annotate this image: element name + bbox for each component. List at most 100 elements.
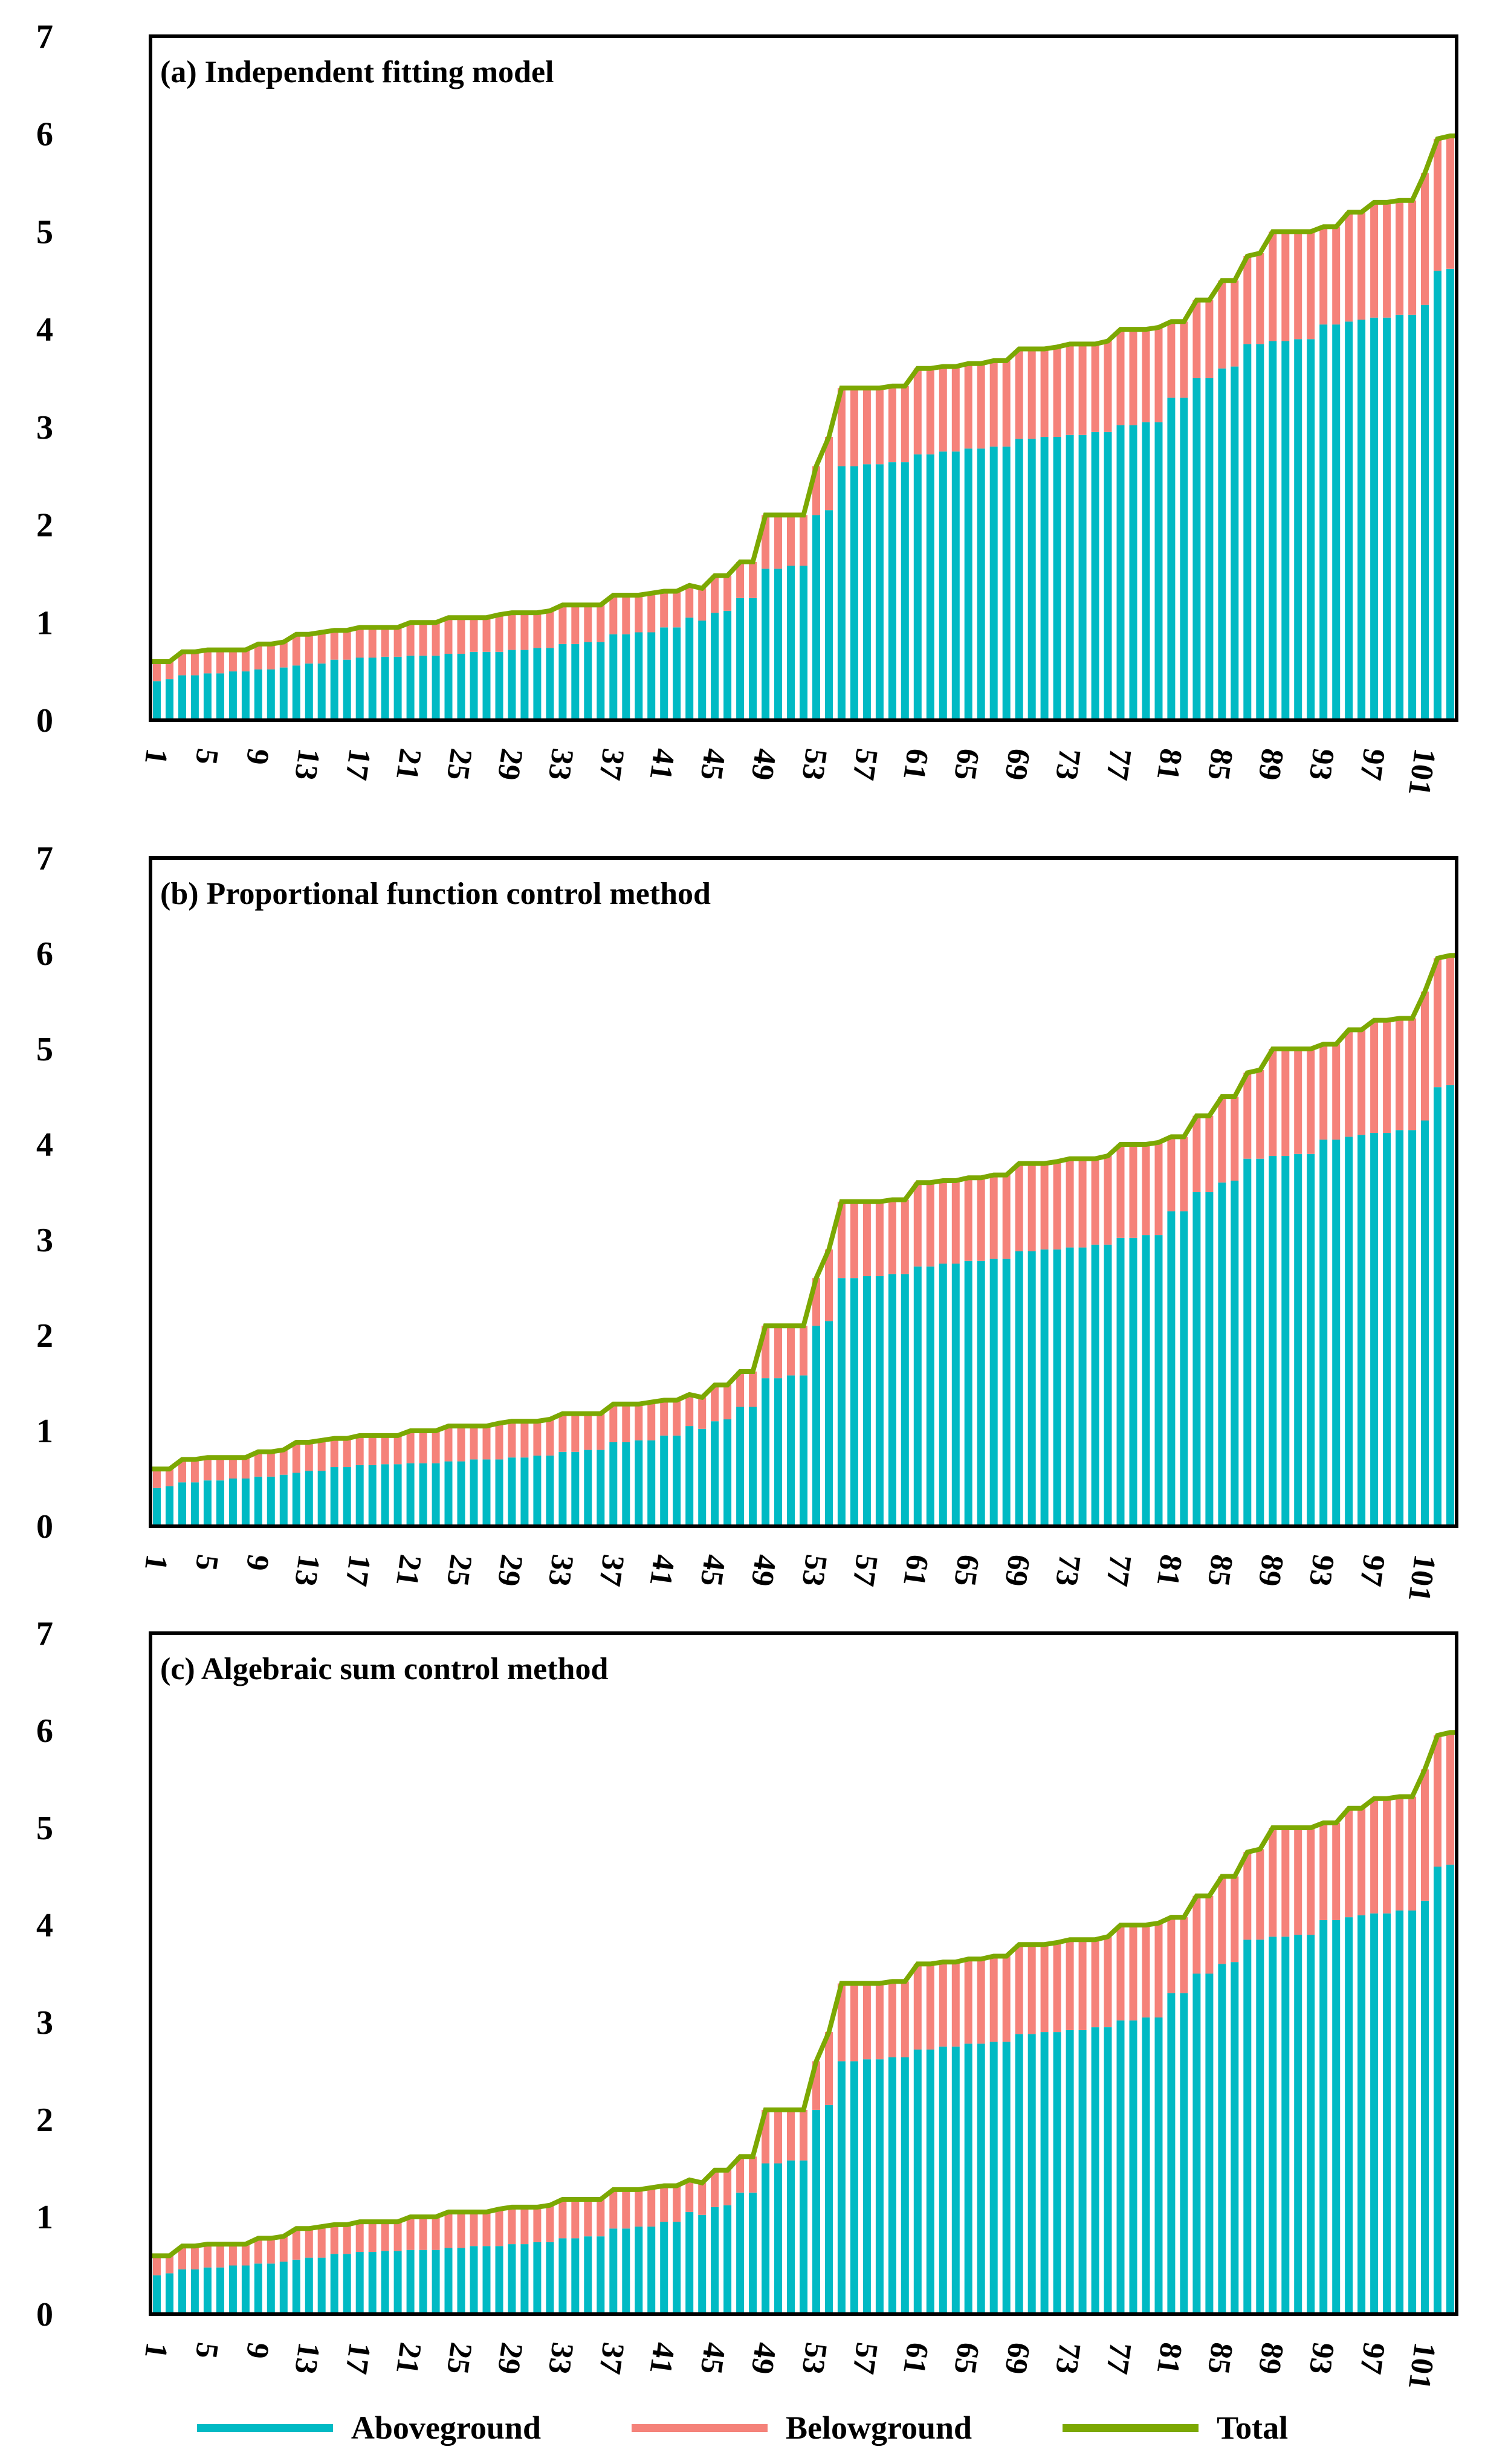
x-tick-label: 33 bbox=[542, 746, 580, 782]
bar-aboveground bbox=[508, 2244, 516, 2314]
bar-aboveground bbox=[228, 2265, 237, 2314]
bar-aboveground bbox=[558, 1451, 567, 1526]
bar-belowground bbox=[698, 2182, 707, 2215]
bar-aboveground bbox=[1332, 1920, 1341, 2314]
legend-label-belowground: Belowground bbox=[785, 2410, 972, 2446]
bar-belowground bbox=[1218, 1876, 1226, 1964]
bar-aboveground bbox=[190, 675, 199, 720]
bar-belowground bbox=[533, 1421, 542, 1456]
bar-aboveground bbox=[355, 1465, 364, 1526]
bar-belowground bbox=[1040, 349, 1049, 437]
bar-aboveground bbox=[482, 1459, 491, 1526]
bar-belowground bbox=[1396, 1018, 1404, 1130]
bar-belowground bbox=[723, 1385, 732, 1420]
bar-belowground bbox=[241, 1457, 250, 1479]
bar-aboveground bbox=[190, 1482, 199, 1526]
bar-aboveground bbox=[951, 451, 960, 720]
y-tick-label: 2 bbox=[36, 1317, 53, 1355]
x-tick-label: 53 bbox=[795, 1552, 833, 1588]
bar-belowground bbox=[317, 632, 326, 664]
bar-belowground bbox=[166, 1469, 173, 1486]
bar-aboveground bbox=[1446, 1085, 1454, 1526]
bar-aboveground bbox=[153, 681, 161, 720]
bar-belowground bbox=[1357, 212, 1366, 320]
bar-belowground bbox=[254, 2238, 262, 2264]
bar-belowground bbox=[457, 2211, 465, 2248]
bar-belowground bbox=[1180, 321, 1188, 398]
bar-aboveground bbox=[1091, 2027, 1099, 2315]
x-tick-label: 101 bbox=[1402, 1552, 1442, 1604]
bar-aboveground bbox=[1180, 1993, 1188, 2314]
plot-frame bbox=[149, 1631, 1458, 2316]
bar-belowground bbox=[254, 1451, 262, 1477]
bar-belowground bbox=[558, 1413, 567, 1452]
bar-aboveground bbox=[1396, 314, 1404, 720]
x-tick-label: 89 bbox=[1252, 2340, 1290, 2376]
bar-belowground bbox=[1205, 300, 1214, 378]
bar-aboveground bbox=[850, 1278, 858, 1526]
legend-item-belowground: Belowground bbox=[631, 2410, 972, 2446]
bar-belowground bbox=[1154, 1142, 1163, 1236]
bar-aboveground bbox=[343, 659, 351, 720]
bar-belowground bbox=[419, 2217, 427, 2250]
bar-belowground bbox=[622, 1404, 630, 1442]
x-tick-label: 73 bbox=[1049, 1552, 1087, 1588]
bar-aboveground bbox=[1192, 1192, 1201, 1526]
x-tick-label: 49 bbox=[744, 746, 783, 782]
bar-aboveground bbox=[279, 2262, 288, 2314]
bar-aboveground bbox=[368, 1465, 377, 1526]
bar-aboveground bbox=[812, 515, 820, 720]
bar-aboveground bbox=[584, 642, 592, 720]
bar-belowground bbox=[470, 1426, 478, 1460]
bar-belowground bbox=[1307, 1828, 1315, 1935]
bar-belowground bbox=[1015, 1944, 1023, 2034]
bar-aboveground bbox=[1091, 1244, 1099, 1526]
x-tick-label: 81 bbox=[1150, 2340, 1189, 2376]
bar-aboveground bbox=[317, 2257, 326, 2314]
bar-belowground bbox=[1269, 231, 1277, 341]
bar-aboveground bbox=[1243, 344, 1252, 720]
bar-belowground bbox=[203, 1457, 212, 1481]
bar-aboveground bbox=[939, 451, 947, 720]
bar-belowground bbox=[1345, 212, 1353, 322]
bar-aboveground bbox=[444, 654, 453, 720]
y-tick-label: 3 bbox=[36, 1222, 53, 1259]
bar-belowground bbox=[228, 650, 237, 672]
bar-belowground bbox=[1015, 349, 1023, 439]
bar-aboveground bbox=[1154, 422, 1163, 720]
x-tick-label: 65 bbox=[947, 1552, 986, 1588]
bar-belowground bbox=[216, 650, 224, 674]
bar-aboveground bbox=[977, 2043, 985, 2314]
bar-aboveground bbox=[203, 2267, 212, 2314]
bar-aboveground bbox=[254, 2263, 262, 2314]
bar-belowground bbox=[1091, 344, 1099, 432]
bar-belowground bbox=[711, 1385, 719, 1422]
bar-belowground bbox=[736, 1372, 745, 1407]
bar-belowground bbox=[190, 651, 199, 676]
bar-belowground bbox=[381, 1435, 389, 1465]
bar-belowground bbox=[1370, 202, 1379, 318]
bar-aboveground bbox=[267, 1476, 275, 1526]
x-tick-label: 97 bbox=[1353, 1552, 1391, 1588]
bar-aboveground bbox=[1040, 2032, 1049, 2314]
bar-aboveground bbox=[787, 2160, 795, 2314]
bar-aboveground bbox=[1066, 434, 1074, 720]
bar-aboveground bbox=[254, 1476, 262, 1526]
bar-aboveground bbox=[1434, 271, 1441, 721]
bar-aboveground bbox=[1180, 1211, 1188, 1526]
bar-belowground bbox=[1231, 1097, 1239, 1181]
bar-aboveground bbox=[495, 651, 503, 720]
bar-belowground bbox=[597, 2199, 605, 2237]
bar-aboveground bbox=[1231, 1181, 1239, 1526]
bar-aboveground bbox=[647, 1440, 656, 1526]
bar-aboveground bbox=[1319, 1920, 1328, 2314]
bar-aboveground bbox=[482, 2246, 491, 2314]
bar-aboveground bbox=[1002, 1259, 1011, 1526]
bar-belowground bbox=[749, 562, 757, 598]
bar-belowground bbox=[1332, 1822, 1341, 1920]
bar-aboveground bbox=[1269, 341, 1277, 720]
bar-belowground bbox=[166, 2256, 173, 2274]
bar-aboveground bbox=[1167, 1993, 1176, 2314]
bar-aboveground bbox=[901, 1274, 909, 1526]
